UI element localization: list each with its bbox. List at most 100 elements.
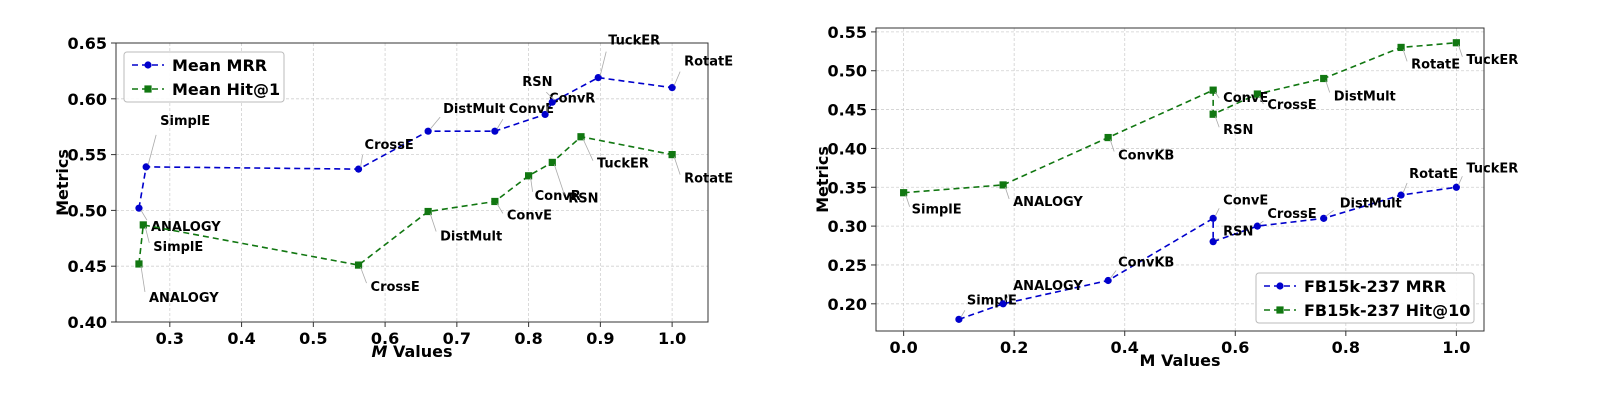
point-label: CrossE (1267, 207, 1316, 222)
annotation-leader (553, 164, 565, 195)
x-axis-label: M Values (1139, 351, 1220, 370)
point-label: TuckER (1466, 161, 1518, 176)
legend: FB15k-237 MRR FB15k-237 Hit@10 (1255, 272, 1475, 324)
annotation-leader (1109, 139, 1115, 152)
annotation-leader (144, 226, 150, 244)
point-label: CrossE (365, 138, 414, 153)
data-point (1397, 43, 1405, 52)
point-label: RotatE (1409, 167, 1458, 182)
data-point (424, 127, 432, 135)
point-label: RotatE (1411, 57, 1460, 72)
data-point (1209, 86, 1217, 94)
point-label: DistMult (1334, 90, 1396, 105)
annotation-leader (1215, 238, 1220, 241)
annotation-leader (1214, 91, 1220, 99)
annotation-leader (360, 266, 367, 284)
data-point (900, 189, 908, 197)
annotation-leader (530, 177, 534, 192)
y-tick-label: 0.35 (828, 178, 867, 197)
point-label: RSN (1223, 123, 1253, 138)
x-tick-label: 1.0 (658, 329, 686, 348)
data-point (668, 151, 676, 159)
series-line (903, 41, 1457, 194)
annotation-leader (1457, 176, 1463, 186)
point-label: ConvE (1223, 91, 1268, 106)
point-label: SimplE (160, 114, 210, 129)
legend-marker (1276, 282, 1284, 290)
y-tick-label: 0.20 (828, 295, 867, 314)
point-label: TuckER (608, 34, 660, 49)
point-label: SimplE (912, 203, 962, 218)
data-point (1209, 110, 1217, 118)
x-axis-label-text: M Values (1139, 351, 1220, 370)
legend: Mean MRR Mean Hit@1 (123, 51, 285, 103)
point-label: ANALOGY (1013, 195, 1083, 210)
annotation-leader (496, 203, 504, 214)
y-tick-label: 0.50 (68, 201, 107, 220)
point-label: RotatE (684, 172, 733, 187)
legend-marker (1276, 306, 1284, 314)
data-point (1452, 39, 1460, 47)
y-axis-label: Metrics (813, 146, 832, 213)
annotation-leader (147, 134, 157, 165)
point-label: TuckER (597, 157, 649, 172)
data-point (577, 133, 585, 141)
data-point (999, 181, 1007, 189)
x-axis-label-italic: M (371, 342, 387, 361)
point-label: RSN (568, 191, 598, 206)
series-mrr: SimplEANALOGYConvKBConvERSNCrossEDistMul… (955, 161, 1518, 323)
annotation-leader (1402, 49, 1408, 62)
annotation-leader (905, 194, 911, 207)
data-point (1452, 183, 1460, 191)
legend-marker (144, 85, 152, 93)
x-tick-label: 0.4 (227, 329, 255, 348)
annotation-leader (960, 310, 966, 318)
data-point (548, 98, 556, 106)
point-label: ConvR (549, 91, 595, 106)
point-label: RSN (1223, 225, 1253, 240)
annotation-leader (360, 155, 363, 168)
x-tick-label: 0.4 (1111, 338, 1139, 357)
annotation-leader (1325, 210, 1334, 217)
x-tick-label: 0.8 (514, 329, 542, 348)
data-point (1104, 276, 1112, 285)
data-point (1320, 214, 1328, 222)
legend-box (1255, 272, 1475, 324)
annotation-leader (1214, 208, 1220, 217)
x-tick-label: 0.6 (1221, 338, 1249, 357)
annotation-leader (582, 138, 594, 161)
annotation-leader (1402, 182, 1408, 194)
plot-frame (875, 27, 1485, 332)
y-tick-label: 0.65 (68, 34, 107, 53)
series-hit: SimplE ANALOGY ConvKB ConvE RSN CrossE DistMul… (900, 39, 1518, 218)
chart-left: 0.3 0.4 0.5 0.6 0.7 0.8 0.9 1.0 0.40 0.45 0.50 0.55… (53, 34, 733, 361)
chart-right: 0.0 0.2 0.4 0.6 0.8 1.0 0.20 0.25 0.30 0.35 0.40 0.… (813, 23, 1518, 370)
point-label: CrossE (371, 280, 420, 295)
data-point (1320, 74, 1328, 83)
x-tick-label: 0.0 (889, 338, 917, 357)
x-tick-label: 0.6 (371, 329, 399, 348)
point-label: ANALOGY (1013, 279, 1083, 294)
data-point (955, 315, 963, 323)
x-axis-label: M Values (371, 342, 452, 361)
data-point (1253, 222, 1261, 230)
y-tick-label: 0.45 (68, 257, 107, 276)
y-tick-label: 0.40 (828, 139, 867, 158)
annotation-leader (599, 51, 607, 76)
point-label: ConvE (1223, 193, 1268, 208)
y-tick-label: 0.40 (68, 313, 107, 332)
data-point (491, 197, 499, 206)
point-label: DistMult (440, 230, 502, 245)
legend-label: FB15k-237 MRR (1304, 277, 1446, 296)
x-tick-label: 0.8 (1332, 338, 1360, 357)
data-point (354, 165, 363, 173)
annotation-leader (1004, 293, 1010, 302)
data-point (548, 158, 556, 167)
point-label: DistMult (443, 102, 505, 117)
data-point (491, 127, 499, 135)
point-label: SimplE (153, 240, 203, 255)
data-point (354, 261, 363, 269)
data-point (135, 204, 143, 212)
